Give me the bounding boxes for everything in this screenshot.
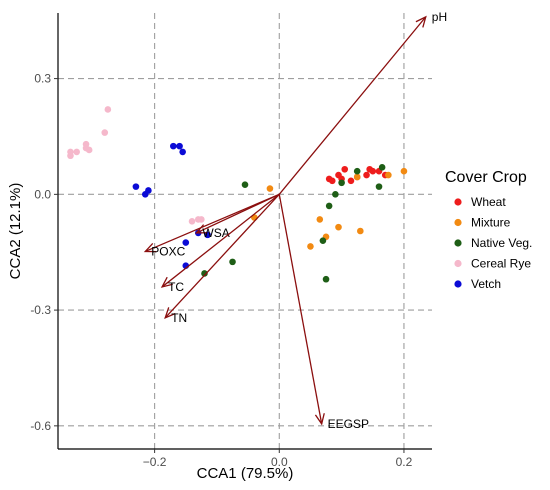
wsa-vector — [196, 193, 280, 234]
axes — [57, 13, 432, 450]
tick-labels: −0.2 0.0 0.2 0.3 0.0 -0.3 -0.6 — [30, 72, 412, 469]
cereal-rye-point — [67, 152, 74, 160]
eegsp-vector — [278, 194, 323, 425]
native-veg-point — [375, 183, 383, 190]
y-axis-title: CCA2 (12.1%) — [7, 183, 24, 280]
x-axis-title: CCA1 (79.5%) — [197, 465, 294, 482]
legend-label-cereal-rye: Cereal Rye — [471, 257, 531, 271]
ph-vector-label: pH — [432, 10, 447, 24]
cereal-rye-point — [85, 146, 93, 154]
y-tick-label: -0.6 — [30, 419, 51, 433]
data-points — [67, 106, 408, 283]
y-tick-label: -0.3 — [30, 303, 51, 317]
cereal-rye-point — [198, 216, 205, 223]
legend-swatch-native-veg — [454, 239, 462, 247]
native-veg-point — [338, 179, 345, 187]
cereal-rye-point — [188, 218, 196, 225]
grid-lines — [58, 13, 432, 449]
x-tick-label: 0.0 — [271, 455, 288, 469]
native-veg-point — [322, 275, 330, 283]
ph-arrowhead — [415, 15, 427, 28]
mixture-point — [307, 243, 314, 250]
legend-label-vetch: Vetch — [471, 277, 501, 291]
poxc-arrowhead — [143, 242, 157, 253]
mixture-point — [335, 223, 342, 231]
cereal-rye-point — [104, 106, 112, 113]
wheat-point — [328, 177, 336, 185]
legend-swatch-vetch — [454, 280, 462, 288]
cereal-rye-point — [101, 129, 109, 136]
poxc-vector-label: POXC — [151, 244, 185, 258]
tc-arrowhead — [160, 276, 173, 288]
native-veg-point — [201, 270, 208, 277]
x-tick-label: 0.2 — [396, 455, 413, 469]
native-veg-point — [319, 237, 327, 244]
legend-swatch-mixture — [454, 218, 462, 227]
tn-arrowhead — [164, 307, 176, 319]
legend: Cover Crop Wheat Mixture Native Veg. Cereal… — [445, 169, 532, 291]
mixture-point — [385, 171, 392, 179]
x-tick-label: −0.2 — [143, 455, 167, 469]
ph-vector — [278, 16, 427, 195]
legend-swatch-wheat — [454, 198, 462, 206]
wsa-vector-label: WSA — [202, 226, 229, 240]
vetch-point — [179, 148, 186, 156]
native-veg-point — [241, 181, 249, 188]
wheat-point — [347, 177, 355, 185]
legend-label-mixture: Mixture — [471, 216, 511, 230]
vetch-point — [145, 187, 152, 194]
y-tick-label: 0.3 — [34, 72, 51, 86]
tc-vector — [161, 193, 280, 288]
native-veg-point — [332, 191, 339, 198]
wsa-arrowhead — [194, 224, 208, 234]
wheat-point — [363, 171, 370, 179]
native-veg-point — [378, 164, 386, 171]
cereal-rye-point — [73, 148, 80, 156]
vetch-point — [132, 183, 140, 190]
wheat-point — [369, 167, 377, 175]
legend-label-native-veg: Native Veg. — [471, 236, 532, 250]
vetch-point — [182, 239, 190, 246]
tc-vector-label: TC — [168, 280, 184, 294]
mixture-point — [353, 173, 361, 181]
legend-title: Cover Crop — [445, 169, 527, 186]
vetch-point — [170, 142, 177, 150]
mixture-point — [357, 227, 364, 235]
vetch-point — [176, 142, 183, 150]
tn-vector — [164, 193, 280, 319]
mixture-point — [400, 167, 408, 175]
tn-vector-label: TN — [171, 311, 187, 325]
native-veg-point — [353, 167, 361, 175]
legend-label-wheat: Wheat — [471, 195, 506, 209]
eegsp-arrowhead — [314, 413, 325, 426]
native-veg-point — [325, 202, 333, 210]
mixture-point — [266, 185, 274, 192]
legend-swatch-cereal-rye — [454, 259, 462, 268]
y-tick-label: 0.0 — [34, 187, 51, 201]
wheat-point — [341, 165, 349, 173]
native-veg-point — [229, 258, 236, 266]
environment-vectors: pH POXC WSA TC TN EEGSP — [143, 10, 447, 431]
poxc-vector — [145, 193, 280, 253]
mixture-point — [316, 216, 324, 223]
eegsp-vector-label: EEGSP — [328, 417, 369, 431]
